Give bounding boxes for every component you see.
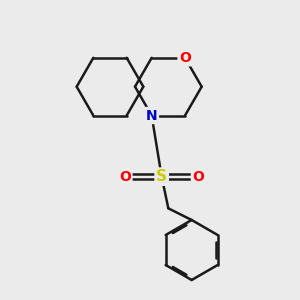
Text: O: O xyxy=(119,170,131,184)
Text: O: O xyxy=(192,170,204,184)
Text: O: O xyxy=(179,51,191,65)
Text: S: S xyxy=(156,169,167,184)
Text: N: N xyxy=(146,109,158,122)
